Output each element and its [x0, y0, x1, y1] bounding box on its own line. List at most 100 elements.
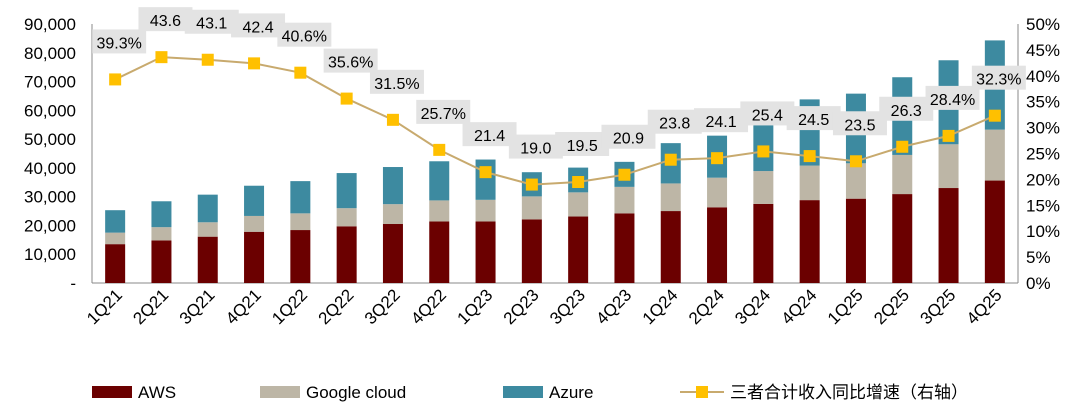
legend-swatch	[92, 386, 132, 398]
bar-aws	[614, 213, 635, 283]
left-axis-tick-label: 10,000	[24, 245, 76, 264]
bar-google-cloud	[614, 186, 635, 214]
growth-marker	[664, 153, 677, 166]
bar-aws	[938, 188, 959, 283]
x-axis-tick-label: 2Q24	[685, 285, 728, 328]
bar-google-cloud	[382, 204, 403, 225]
bar-google-cloud	[938, 144, 959, 189]
bar-azure	[244, 185, 265, 216]
bar-azure	[105, 210, 126, 233]
bar-aws	[290, 230, 311, 283]
x-axis-tick-label: 2Q22	[315, 285, 358, 328]
bar-google-cloud	[984, 129, 1005, 181]
bar-aws	[753, 203, 774, 283]
x-axis-tick-label: 2Q25	[870, 285, 913, 328]
growth-marker	[896, 140, 909, 153]
x-axis-tick-label: 2Q21	[129, 285, 172, 328]
data-label: 32.3%	[976, 72, 1021, 89]
right-axis-tick-label: 50%	[1026, 15, 1060, 34]
data-label: 35.6%	[328, 55, 373, 72]
legend-label: AWS	[138, 383, 176, 402]
right-axis-tick-label: 40%	[1026, 67, 1060, 86]
data-label: 25.4	[752, 107, 783, 124]
data-label: 19.0	[520, 141, 551, 158]
left-axis-tick-label: 80,000	[24, 44, 76, 63]
x-axis-tick-label: 1Q24	[639, 285, 682, 328]
left-axis-tick-label: -	[70, 274, 76, 293]
right-axis-tick-label: 20%	[1026, 170, 1060, 189]
data-label-box	[277, 22, 332, 47]
x-axis-tick-label: 1Q25	[824, 285, 867, 328]
growth-marker	[711, 152, 724, 165]
data-label-box	[601, 124, 656, 149]
legend-swatch	[260, 386, 300, 398]
legend-label: Azure	[549, 383, 593, 402]
bar-aws	[197, 236, 218, 283]
bar-google-cloud	[799, 165, 820, 201]
legend-label: 三者合计收入同比增速（右轴）	[730, 383, 968, 402]
growth-marker	[155, 51, 168, 64]
x-axis-tick-label: 2Q23	[500, 285, 543, 328]
bar-aws	[244, 231, 265, 283]
data-label-box	[879, 96, 934, 121]
right-axis-tick-label: 10%	[1026, 222, 1060, 241]
right-axis-tick-label: 30%	[1026, 119, 1060, 138]
left-axis-tick-label: 90,000	[24, 15, 76, 34]
bar-aws	[984, 180, 1005, 283]
data-label-box	[647, 109, 702, 134]
x-axis-tick-label: 3Q22	[361, 285, 404, 328]
growth-marker	[525, 178, 538, 191]
data-label: 39.3%	[96, 35, 141, 52]
bar-azure	[382, 167, 403, 205]
x-axis-tick-label: 3Q21	[176, 285, 219, 328]
bar-aws	[892, 194, 913, 283]
data-label: 43.1	[196, 16, 227, 33]
data-label-box	[231, 13, 286, 38]
bar-google-cloud	[568, 192, 589, 217]
bar-azure	[475, 159, 496, 200]
data-label-box	[971, 65, 1026, 90]
x-axis-tick-label: 4Q21	[222, 285, 265, 328]
bar-google-cloud	[660, 183, 681, 212]
bar-aws	[382, 224, 403, 283]
growth-marker	[988, 109, 1001, 122]
bar-azure	[151, 201, 172, 228]
bar-google-cloud	[151, 227, 172, 241]
data-label-box	[184, 9, 239, 34]
right-axis-tick-label: 35%	[1026, 93, 1060, 112]
x-axis-tick-label: 1Q23	[454, 285, 497, 328]
data-label: 20.9	[613, 131, 644, 148]
bar-google-cloud	[753, 171, 774, 204]
right-axis-tick-label: 15%	[1026, 196, 1060, 215]
bar-google-cloud	[845, 163, 866, 199]
x-axis-tick-label: 3Q23	[546, 285, 589, 328]
bar-google-cloud	[521, 196, 542, 220]
legend-swatch	[503, 386, 543, 398]
bar-aws	[799, 200, 820, 283]
bar-google-cloud	[429, 200, 450, 222]
bar-aws	[660, 211, 681, 283]
x-axis-tick-label: 4Q25	[963, 285, 1006, 328]
bar-google-cloud	[105, 232, 126, 245]
bar-aws	[568, 216, 589, 283]
bar-google-cloud	[336, 208, 357, 227]
growth-marker	[386, 113, 399, 126]
growth-marker	[572, 175, 585, 188]
x-axis-tick-label: 4Q24	[778, 285, 821, 328]
x-axis-tick-label: 1Q21	[83, 285, 126, 328]
data-label-box	[138, 7, 193, 32]
bar-google-cloud	[475, 199, 496, 222]
bar-aws	[151, 240, 172, 283]
right-axis-tick-label: 25%	[1026, 145, 1060, 164]
legend-label: Google cloud	[306, 383, 406, 402]
left-axis-tick-label: 20,000	[24, 216, 76, 235]
data-label-box	[832, 111, 887, 136]
bar-aws	[521, 219, 542, 283]
data-label: 19.5	[567, 138, 598, 155]
growth-marker	[201, 53, 214, 66]
bar-google-cloud	[244, 215, 265, 232]
bar-aws	[475, 221, 496, 283]
bar-aws	[429, 221, 450, 283]
data-label: 25.7%	[421, 106, 466, 123]
